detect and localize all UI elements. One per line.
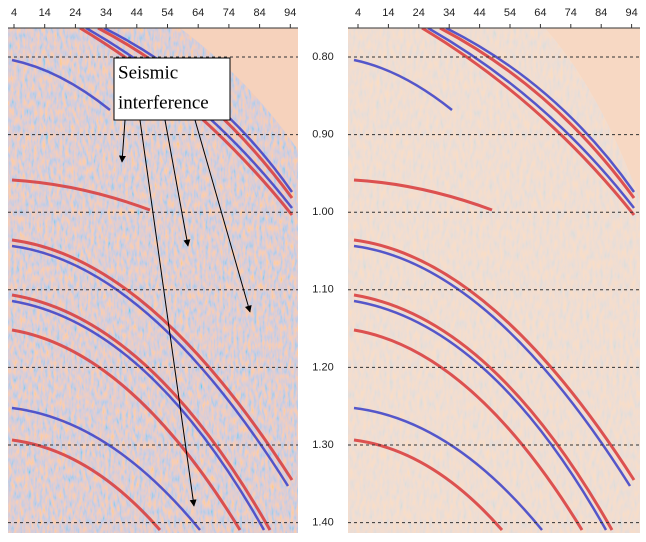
y-label: 1.10	[312, 284, 333, 296]
x-tick-label: 94	[625, 7, 637, 19]
arrow	[164, 119, 191, 247]
x-tick-label: 34	[100, 7, 112, 19]
x-tick-label: 54	[161, 7, 173, 19]
annotation: Seismic interference	[113, 57, 252, 507]
arrow	[194, 119, 252, 313]
arrow	[118, 119, 126, 163]
x-tick-label: 24	[69, 7, 81, 19]
x-tick-label: 24	[413, 7, 425, 19]
x-tick-label: 44	[473, 7, 485, 19]
x-tick-label: 94	[284, 7, 296, 19]
y-label: 1.20	[312, 361, 333, 373]
arrow	[139, 119, 197, 507]
annotation-text: Seismic	[118, 62, 178, 83]
x-tick-label: 14	[39, 7, 51, 19]
x-tick-label: 54	[504, 7, 516, 19]
muted-zone	[545, 28, 640, 200]
x-tick-label: 64	[534, 7, 546, 19]
x-tick-label: 84	[595, 7, 607, 19]
y-label: 1.00	[312, 206, 333, 218]
y-label: 0.90	[312, 129, 333, 141]
seismic-noise	[348, 28, 640, 533]
x-tick-label: 74	[565, 7, 577, 19]
right-panel	[348, 28, 640, 533]
x-tick-label: 14	[382, 7, 394, 19]
muted-zone	[180, 28, 298, 150]
x-tick-label: 4	[355, 7, 361, 19]
x-tick-label: 74	[223, 7, 235, 19]
annotation-box	[113, 57, 231, 121]
x-tick-label: 34	[443, 7, 455, 19]
y-label: 1.40	[312, 517, 333, 529]
y-label: 1.30	[312, 439, 333, 451]
axes: 4 14 24 34 44 54 64 74 84 94 4 14 24 34 44 54 64 74 84 94 0.…	[8, 7, 640, 529]
x-tick-label: 64	[192, 7, 204, 19]
x-tick-label: 44	[131, 7, 143, 19]
x-tick-label: 84	[253, 7, 265, 19]
x-tick-label: 4	[11, 7, 17, 19]
annotation-text: interference	[118, 92, 209, 113]
y-label: 0.80	[312, 51, 333, 63]
